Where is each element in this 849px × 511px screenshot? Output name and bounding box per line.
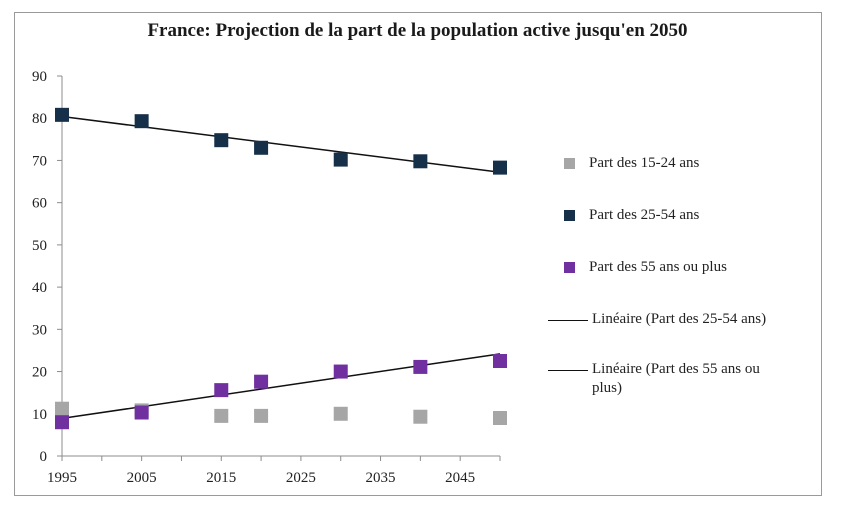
- data-point-series-2: [413, 359, 428, 374]
- legend-item-55-plus: Part des 55 ans ou plus: [548, 258, 809, 277]
- data-point-series-0: [413, 409, 428, 424]
- y-tick-label: 60: [32, 196, 47, 212]
- y-tick-label: 50: [32, 238, 47, 254]
- y-tick-label: 80: [32, 111, 47, 127]
- data-point-series-1: [254, 140, 269, 155]
- x-tick-label: 2015: [206, 470, 236, 486]
- data-point-series-0: [254, 408, 269, 423]
- legend-line-trend-25-54: [548, 320, 588, 321]
- data-point-series-2: [134, 405, 149, 420]
- x-tick-label: 2035: [366, 470, 396, 486]
- data-point-series-1: [214, 133, 229, 148]
- legend-label-15-24: Part des 15-24 ans: [589, 155, 700, 171]
- legend-marker-25-54: [564, 210, 575, 221]
- trendline-0: [61, 115, 501, 174]
- legend-marker-55-plus: [564, 262, 575, 273]
- legend-label-25-54: Part des 25-54 ans: [589, 207, 700, 223]
- data-point-series-1: [55, 107, 69, 122]
- legend-line-trend-55-plus: [548, 370, 588, 371]
- data-point-series-2: [214, 383, 229, 398]
- legend-label-55-plus: Part des 55 ans ou plus: [589, 259, 727, 275]
- chart-title: France: Projection de la part de la popu…: [147, 20, 688, 41]
- x-tick-label: 1995: [47, 470, 77, 486]
- legend-item-trend-55-plus: Linéaire (Part des 55 ans ou plus): [548, 360, 792, 398]
- y-tick-label: 10: [32, 407, 47, 423]
- legend-item-trend-25-54: Linéaire (Part des 25-54 ans): [548, 310, 812, 329]
- data-point-series-0: [493, 411, 507, 425]
- data-point-series-1: [413, 154, 428, 169]
- data-point-series-2: [254, 374, 269, 389]
- data-point-series-1: [134, 114, 149, 129]
- data-point-series-1: [493, 160, 507, 175]
- legend-item-15-24: Part des 15-24 ans: [548, 154, 809, 173]
- y-tick-label: 70: [32, 153, 47, 169]
- x-tick-label: 2045: [445, 470, 475, 486]
- y-tick-label: 20: [32, 365, 47, 381]
- y-tick-label: 40: [32, 280, 47, 296]
- data-point-series-2: [333, 364, 348, 379]
- data-point-series-0: [55, 401, 69, 416]
- y-tick-label: 0: [40, 449, 48, 465]
- data-point-series-0: [214, 408, 229, 423]
- data-point-series-0: [333, 406, 348, 421]
- x-tick-label: 2025: [286, 470, 316, 486]
- y-tick-label: 90: [32, 69, 47, 85]
- data-point-series-1: [333, 152, 348, 167]
- legend-label-trend-55-plus: Linéaire (Part des 55 ans ou plus): [592, 361, 760, 396]
- legend-marker-15-24: [564, 158, 575, 169]
- trendline-1: [61, 353, 501, 420]
- legend-label-trend-25-54: Linéaire (Part des 25-54 ans): [592, 311, 767, 327]
- data-point-series-2: [55, 415, 69, 430]
- y-tick-label: 30: [32, 322, 47, 338]
- x-tick-label: 2005: [127, 470, 157, 486]
- legend-item-25-54: Part des 25-54 ans: [548, 206, 809, 225]
- data-point-series-2: [493, 354, 507, 368]
